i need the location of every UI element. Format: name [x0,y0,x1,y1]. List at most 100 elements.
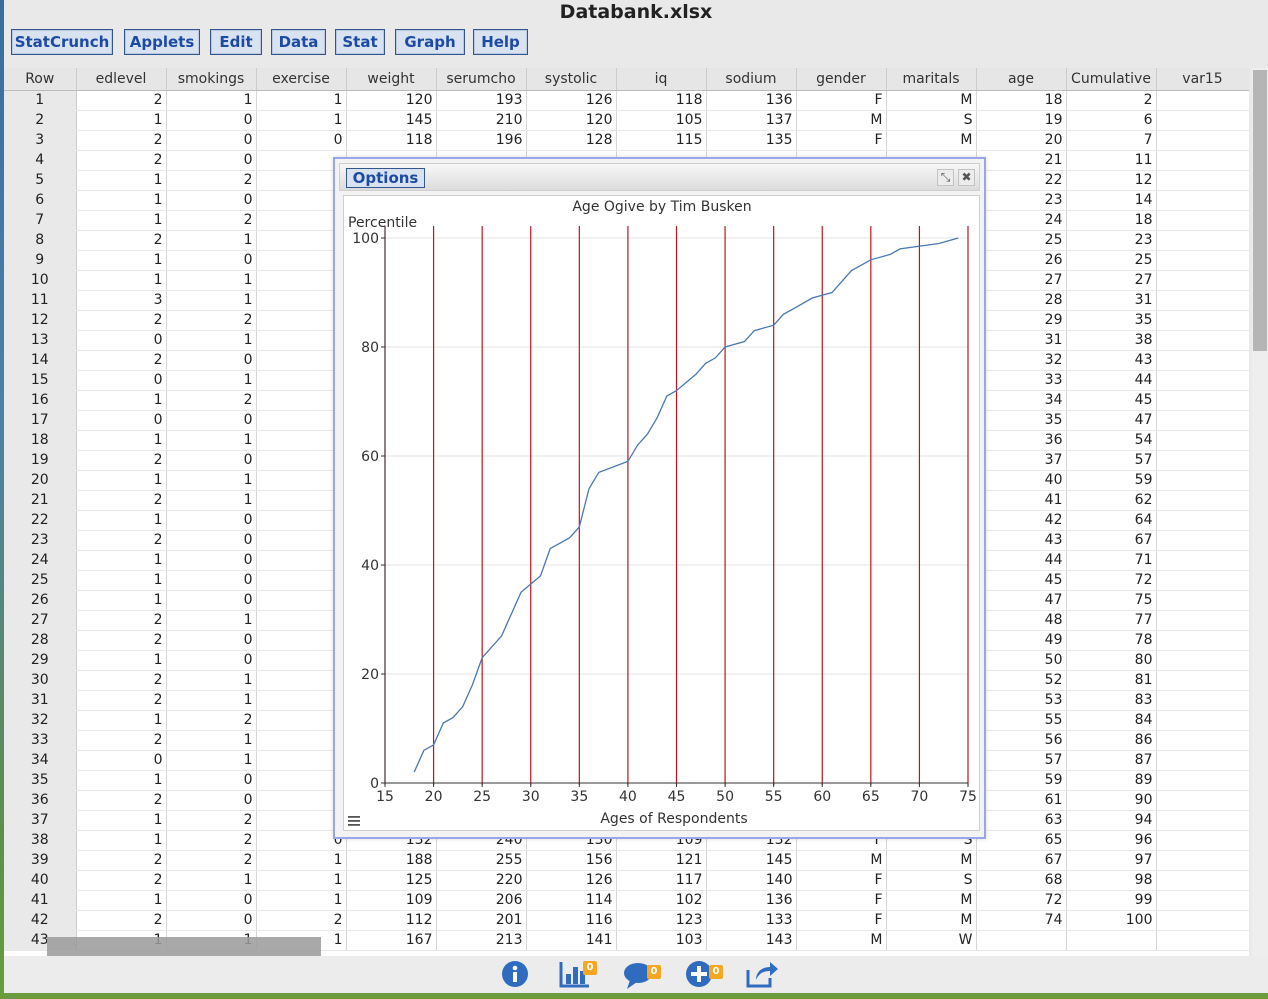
cell-edlevel[interactable]: 1 [76,770,167,791]
cell-exercise[interactable]: 1 [256,890,347,911]
cell-edlevel[interactable]: 1 [76,470,167,491]
row-number[interactable]: 10 [4,270,77,291]
cell-age[interactable]: 33 [976,370,1067,391]
cell-var15[interactable] [1156,510,1249,531]
row-number[interactable]: 40 [4,870,77,891]
cell-gender[interactable]: F [796,870,887,891]
cell-smokings[interactable]: 2 [166,830,257,851]
cell-edlevel[interactable]: 1 [76,650,167,671]
cell-weight[interactable]: 188 [346,850,437,871]
cell-smokings[interactable]: 0 [166,770,257,791]
cell-var15[interactable] [1156,650,1249,671]
cell-edlevel[interactable]: 2 [76,450,167,471]
cell-age[interactable]: 21 [976,150,1067,171]
cell-age[interactable]: 56 [976,730,1067,751]
cell-age[interactable]: 48 [976,610,1067,631]
row-number[interactable]: 25 [4,570,77,591]
cell-smokings[interactable]: 0 [166,910,257,931]
cell-var15[interactable] [1156,410,1249,431]
cell-age[interactable]: 61 [976,790,1067,811]
cell-var15[interactable] [1156,570,1249,591]
column-header-row[interactable]: Row [4,68,77,91]
row-number[interactable]: 37 [4,810,77,831]
cell-systolic[interactable]: 126 [526,870,617,891]
cell-edlevel[interactable]: 2 [76,310,167,331]
cell-edlevel[interactable]: 1 [76,390,167,411]
cell-smokings[interactable]: 0 [166,650,257,671]
cell-cumulative[interactable]: 81 [1066,670,1157,691]
cell-var15[interactable] [1156,690,1249,711]
column-header-weight[interactable]: weight [346,68,437,91]
cell-smokings[interactable]: 1 [166,610,257,631]
cell-var15[interactable] [1156,890,1249,911]
chart-menu-icon[interactable] [348,816,360,826]
cell-age[interactable]: 47 [976,590,1067,611]
cell-var15[interactable] [1156,270,1249,291]
cell-age[interactable]: 24 [976,210,1067,231]
cell-var15[interactable] [1156,710,1249,731]
cell-sodium[interactable]: 143 [706,930,797,951]
cell-cumulative[interactable]: 11 [1066,150,1157,171]
cell-edlevel[interactable]: 2 [76,490,167,511]
cell-exercise[interactable]: 1 [256,870,347,891]
cell-age[interactable] [976,930,1067,951]
cell-maritals[interactable]: S [886,110,977,131]
cell-cumulative[interactable]: 71 [1066,550,1157,571]
cell-cumulative[interactable]: 57 [1066,450,1157,471]
cell-smokings[interactable]: 0 [166,550,257,571]
cell-cumulative[interactable]: 35 [1066,310,1157,331]
cell-smokings[interactable]: 1 [166,730,257,751]
column-header-maritals[interactable]: maritals [886,68,977,91]
cell-maritals[interactable]: M [886,130,977,151]
cell-smokings[interactable]: 2 [166,850,257,871]
cell-cumulative[interactable]: 7 [1066,130,1157,151]
row-number[interactable]: 21 [4,490,77,511]
cell-sodium[interactable]: 136 [706,890,797,911]
cell-cumulative[interactable]: 99 [1066,890,1157,911]
column-header-serumcho[interactable]: serumcho [436,68,527,91]
cell-age[interactable]: 19 [976,110,1067,131]
menu-graph[interactable]: Graph [395,29,465,55]
cell-var15[interactable] [1156,870,1249,891]
cell-edlevel[interactable]: 1 [76,570,167,591]
vertical-scroll-thumb[interactable] [1253,70,1267,351]
row-number[interactable]: 8 [4,230,77,251]
cell-edlevel[interactable]: 0 [76,330,167,351]
row-number[interactable]: 11 [4,290,77,311]
row-number[interactable]: 3 [4,130,77,151]
cell-age[interactable]: 45 [976,570,1067,591]
cell-age[interactable]: 49 [976,630,1067,651]
cell-age[interactable]: 67 [976,850,1067,871]
column-header-gender[interactable]: gender [796,68,887,91]
cell-edlevel[interactable]: 2 [76,690,167,711]
horizontal-scroll-thumb[interactable] [47,937,321,956]
cell-edlevel[interactable]: 1 [76,550,167,571]
cell-age[interactable]: 63 [976,810,1067,831]
cell-weight[interactable]: 125 [346,870,437,891]
cell-age[interactable]: 31 [976,330,1067,351]
cell-maritals[interactable]: M [886,90,977,111]
row-number[interactable]: 28 [4,630,77,651]
row-number[interactable]: 30 [4,670,77,691]
cell-systolic[interactable]: 114 [526,890,617,911]
cell-cumulative[interactable]: 64 [1066,510,1157,531]
cell-edlevel[interactable]: 0 [76,750,167,771]
cell-smokings[interactable]: 0 [166,570,257,591]
cell-age[interactable]: 43 [976,530,1067,551]
cell-age[interactable]: 65 [976,830,1067,851]
cell-iq[interactable]: 105 [616,110,707,131]
row-number[interactable]: 34 [4,750,77,771]
row-number[interactable]: 7 [4,210,77,231]
cell-serumcho[interactable]: 193 [436,90,527,111]
row-number[interactable]: 20 [4,470,77,491]
cell-var15[interactable] [1156,750,1249,771]
cell-var15[interactable] [1156,610,1249,631]
cell-edlevel[interactable]: 1 [76,710,167,731]
cell-smokings[interactable]: 0 [166,890,257,911]
cell-edlevel[interactable]: 1 [76,270,167,291]
cell-smokings[interactable]: 2 [166,210,257,231]
row-number[interactable]: 24 [4,550,77,571]
options-button[interactable]: Options [346,168,425,188]
cell-edlevel[interactable]: 2 [76,790,167,811]
cell-age[interactable]: 26 [976,250,1067,271]
